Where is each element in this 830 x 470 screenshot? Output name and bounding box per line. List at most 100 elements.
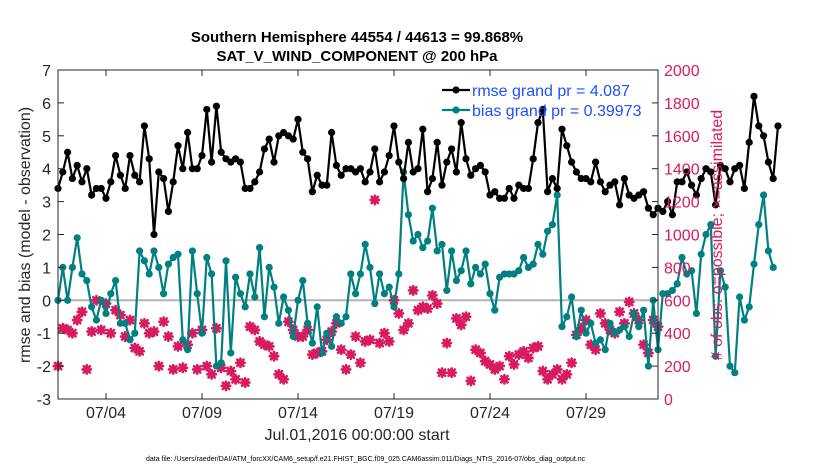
- obs-point: [206, 368, 218, 380]
- rmse-point: [510, 194, 518, 202]
- bias-point: [332, 313, 340, 321]
- obs-point: [566, 357, 578, 369]
- bias-point: [491, 306, 499, 314]
- obs-point: [71, 314, 83, 326]
- y2-tick-label: 0: [664, 392, 673, 409]
- rmse-point: [212, 102, 220, 110]
- bias-point: [83, 276, 91, 285]
- bias-point: [750, 260, 758, 268]
- obs-point: [455, 319, 467, 331]
- rmse-point: [601, 188, 609, 196]
- bias-point: [289, 332, 297, 341]
- rmse-point: [193, 165, 201, 173]
- bias-point: [294, 296, 302, 304]
- bias-point: [539, 250, 547, 258]
- rmse-point: [596, 178, 605, 186]
- rmse-point: [337, 171, 345, 179]
- bias-point: [764, 247, 773, 255]
- obs-point: [479, 355, 491, 367]
- rmse-point: [462, 155, 470, 163]
- bias-point: [222, 257, 230, 265]
- bias-point: [217, 359, 225, 367]
- bias-point: [582, 329, 590, 337]
- rmse-point: [721, 165, 729, 173]
- rmse-point: [481, 168, 489, 176]
- legend-bias-label: bias grand pr = 0.39973: [472, 103, 642, 120]
- y-tick-label: 6: [42, 96, 51, 113]
- bias-point: [73, 234, 81, 242]
- obs-point: [556, 373, 568, 385]
- y-tick-label: -2: [37, 359, 51, 376]
- rmse-point: [616, 201, 624, 209]
- bias-point: [136, 247, 144, 255]
- rmse-point: [289, 135, 297, 143]
- rmse-point: [59, 168, 67, 176]
- y2-axis-label: # of obs: o=possible; ×=assimilated: [709, 110, 726, 360]
- obs-point: [302, 324, 314, 336]
- obs-point: [210, 322, 222, 334]
- legend: rmse grand pr = 4.087 bias grand pr = 0.3…: [442, 83, 642, 120]
- bias-point: [140, 257, 148, 265]
- bias-point: [203, 253, 211, 262]
- obs-point: [230, 373, 242, 385]
- rmse-point: [448, 145, 456, 153]
- obs-point: [177, 362, 189, 374]
- bias-point: [577, 306, 585, 314]
- bias-point: [644, 362, 653, 370]
- legend-bias: bias grand pr = 0.39973: [442, 103, 642, 120]
- rmse-point: [308, 188, 316, 196]
- rmse-point: [136, 178, 144, 186]
- rmse-point: [740, 184, 749, 193]
- legend-rmse: rmse grand pr = 4.087: [442, 83, 630, 100]
- rmse-point: [198, 151, 206, 160]
- obs-point: [580, 314, 592, 326]
- bias-point: [558, 323, 566, 331]
- obs-point: [225, 365, 237, 377]
- x-axis-label: Jul.01,2016 00:00:00 start: [264, 427, 450, 444]
- obs-point: [258, 339, 270, 351]
- bias-point: [337, 319, 345, 327]
- obs-point: [278, 373, 290, 385]
- rmse-point: [467, 171, 475, 179]
- bias-point: [668, 286, 677, 295]
- rmse-point: [332, 161, 340, 170]
- rmse-point: [736, 161, 744, 170]
- obs-point: [124, 314, 136, 326]
- bias-point: [448, 247, 456, 255]
- rmse-point: [572, 168, 581, 176]
- bias-point: [323, 329, 331, 337]
- bias-point: [299, 276, 307, 285]
- bias-point: [227, 349, 235, 357]
- rmse-point: [745, 138, 753, 146]
- bias-point: [640, 306, 648, 314]
- obs-point: [494, 360, 506, 372]
- obs-point: [393, 307, 405, 319]
- y-tick-label: 3: [42, 195, 51, 212]
- bias-point: [366, 263, 374, 271]
- obs-point: [90, 294, 102, 306]
- rmse-point: [385, 151, 393, 160]
- obs-point: [345, 349, 357, 361]
- rmse-point: [256, 168, 264, 176]
- rmse-point: [443, 158, 451, 166]
- bias-point: [280, 293, 288, 301]
- obs-point: [518, 345, 530, 357]
- bias-point: [160, 290, 168, 298]
- bias-point: [409, 237, 417, 245]
- x-tick-label: 07/09: [182, 405, 222, 422]
- rmse-point: [755, 122, 763, 130]
- rmse-point: [356, 165, 364, 173]
- obs-point: [412, 304, 424, 316]
- obs-point: [311, 347, 323, 359]
- rmse-point: [361, 178, 369, 186]
- obs-point: [422, 303, 434, 315]
- rmse-point: [155, 168, 163, 176]
- obs-point: [599, 317, 611, 329]
- bias-point: [438, 240, 446, 248]
- rmse-point: [126, 151, 134, 160]
- obs-point: [359, 335, 371, 347]
- rmse-point: [169, 178, 177, 186]
- bias-point: [256, 244, 264, 252]
- rmse-point: [404, 138, 412, 146]
- obs-point: [220, 380, 232, 392]
